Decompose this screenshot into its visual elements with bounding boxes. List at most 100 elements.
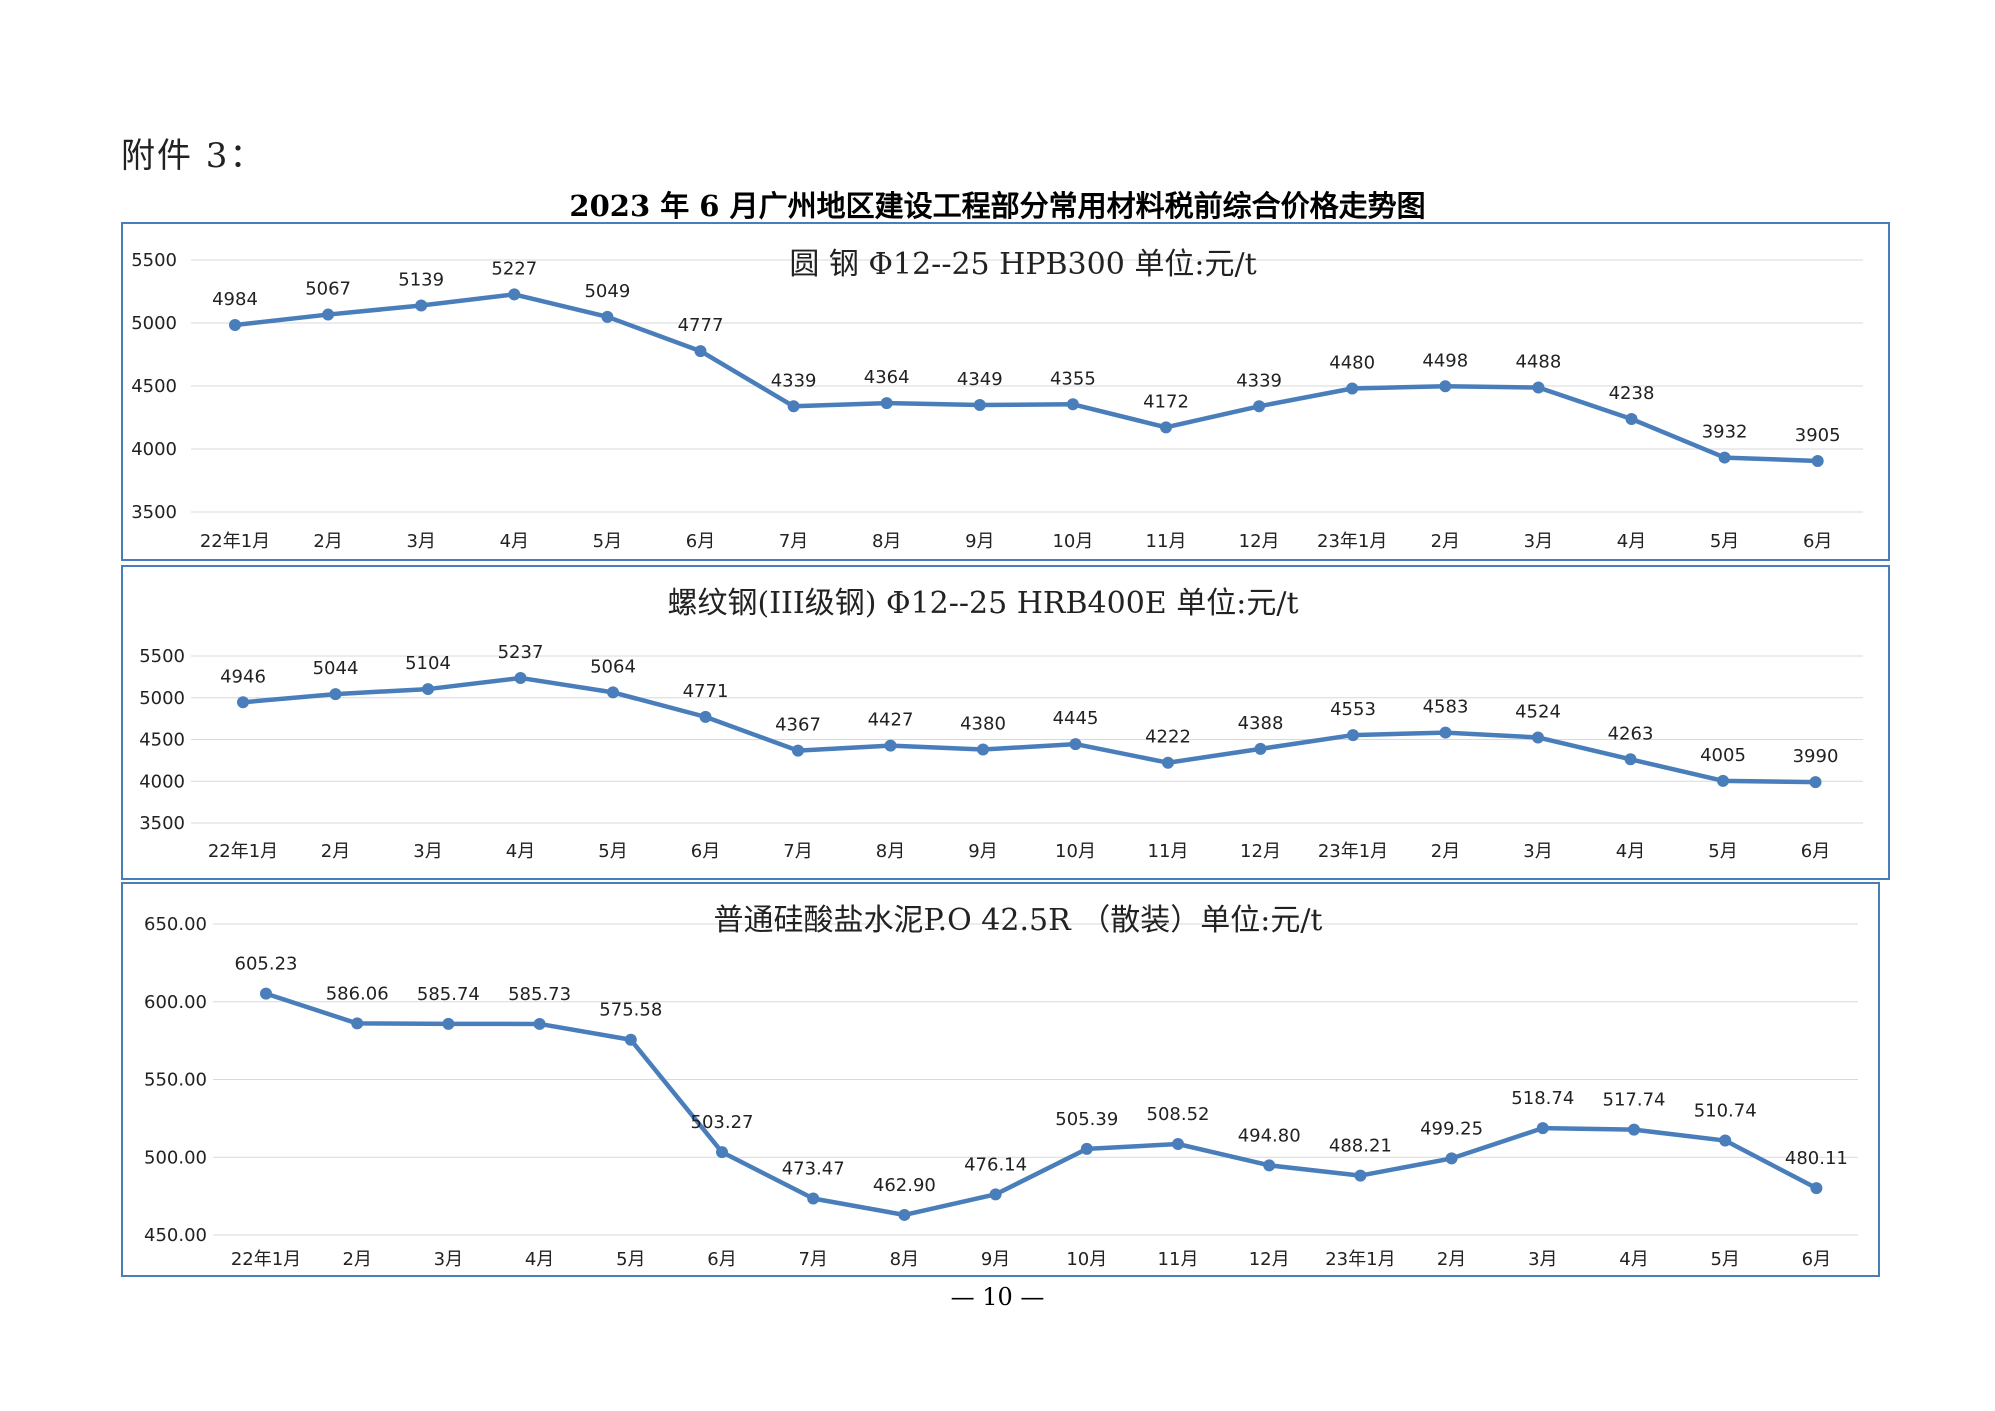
- data-point: [1628, 1123, 1640, 1136]
- y-tick-label: 4500: [139, 730, 185, 751]
- data-point: [322, 308, 335, 321]
- data-point: [1811, 454, 1824, 467]
- data-label: 4339: [771, 370, 817, 391]
- data-label: 505.39: [1055, 1109, 1118, 1130]
- x-tick-label: 5月: [1708, 841, 1737, 862]
- data-label: 4984: [212, 289, 258, 310]
- data-point: [1532, 731, 1544, 744]
- chart-title: 普通硅酸盐水泥P.O 42.5R （散装）单位:元/t: [714, 903, 1323, 938]
- data-label: 5049: [584, 281, 630, 302]
- y-tick-label: 650.00: [144, 914, 207, 935]
- x-tick-label: 3月: [406, 531, 435, 552]
- chart-title: 螺纹钢(III级钢) Φ12--25 HRB400E 单位:元/t: [667, 586, 1298, 621]
- data-label: 4380: [960, 714, 1006, 735]
- x-tick-label: 6月: [686, 531, 715, 552]
- y-tick-label: 600.00: [144, 992, 207, 1013]
- data-label: 4488: [1515, 352, 1561, 373]
- x-tick-label: 2月: [313, 531, 342, 552]
- data-point: [514, 671, 527, 684]
- data-point: [533, 1017, 546, 1030]
- data-point: [1172, 1138, 1184, 1151]
- x-tick-label: 6月: [1801, 841, 1830, 862]
- data-point: [260, 987, 272, 1000]
- x-tick-label: 11月: [1158, 1249, 1199, 1270]
- data-label: 5227: [491, 258, 537, 279]
- data-point: [415, 299, 428, 312]
- x-tick-label: 4月: [506, 841, 535, 862]
- data-label: 4583: [1423, 697, 1469, 718]
- x-tick-label: 6月: [1803, 531, 1832, 552]
- data-point: [1354, 1169, 1367, 1182]
- x-tick-label: 6月: [691, 841, 720, 862]
- data-point: [607, 686, 619, 699]
- data-point: [1536, 1122, 1549, 1135]
- data-label: 480.11: [1785, 1148, 1848, 1169]
- x-tick-label: 10月: [1055, 841, 1096, 862]
- data-point: [1253, 400, 1266, 413]
- data-point: [1346, 382, 1359, 395]
- data-label: 4777: [678, 315, 724, 336]
- data-label: 4349: [957, 369, 1003, 390]
- data-point: [1439, 726, 1452, 739]
- chart-rebar: 3500 4000 4500 5000 5500 螺纹钢(III级钢) Φ12--25 H…: [139, 586, 1863, 862]
- y-tick-label: 3500: [131, 502, 177, 523]
- data-point: [977, 743, 989, 756]
- data-label: 473.47: [782, 1159, 845, 1180]
- data-point: [699, 710, 712, 723]
- x-tick-label: 6月: [1802, 1249, 1831, 1270]
- data-label: 4339: [1236, 370, 1282, 391]
- data-point: [1263, 1159, 1276, 1172]
- series-line: [234, 292, 1818, 464]
- x-tick-label: 7月: [783, 841, 812, 862]
- data-point: [807, 1192, 820, 1205]
- x-tick-label: 4月: [1619, 1249, 1648, 1270]
- data-label: 4005: [1700, 745, 1746, 766]
- data-label: 4364: [864, 367, 910, 388]
- data-label: 3932: [1702, 422, 1748, 443]
- y-tick-label: 4000: [131, 439, 177, 460]
- data-point: [229, 319, 241, 332]
- data-label: 4480: [1329, 353, 1375, 374]
- x-tick-label: 23年1月: [1325, 1249, 1395, 1270]
- data-point: [1624, 753, 1637, 766]
- data-point: [792, 744, 804, 757]
- data-point: [1625, 413, 1638, 426]
- x-tick-label: 7月: [779, 531, 808, 552]
- y-tick-label: 5500: [131, 250, 177, 271]
- x-tick-label: 9月: [965, 531, 994, 552]
- data-point: [1717, 774, 1729, 787]
- data-label: 585.74: [417, 984, 480, 1005]
- data-label: 3905: [1795, 425, 1841, 446]
- data-label: 5237: [498, 642, 544, 663]
- series-line: [242, 675, 1816, 785]
- x-tick-label: 4月: [1617, 531, 1646, 552]
- attachment-label: 附件 3：: [121, 136, 266, 176]
- data-label: 5104: [405, 653, 451, 674]
- data-label: 510.74: [1694, 1101, 1757, 1122]
- x-tick-label: 2月: [1437, 1249, 1466, 1270]
- x-tick-label: 11月: [1148, 841, 1189, 862]
- data-point: [716, 1146, 728, 1159]
- chart-cement: 450.00 500.00 550.00 600.00 650.00 普通硅酸盐水泥P.O…: [144, 903, 1858, 1270]
- x-tick-label: 2月: [1431, 841, 1460, 862]
- x-tick-label: 8月: [890, 1249, 919, 1270]
- x-tick-label: 10月: [1052, 531, 1093, 552]
- x-tick-label: 12月: [1239, 531, 1280, 552]
- x-tick-label: 3月: [1528, 1249, 1557, 1270]
- x-tick-label: 4月: [500, 531, 529, 552]
- page-number: — 10 —: [950, 1283, 1045, 1311]
- x-tick-label: 3月: [1524, 531, 1553, 552]
- x-tick-label: 5月: [616, 1249, 645, 1270]
- data-label: 462.90: [873, 1175, 936, 1196]
- x-tick-label: 22年1月: [231, 1249, 301, 1270]
- data-point: [1069, 738, 1082, 751]
- data-point: [989, 1188, 1002, 1201]
- x-tick-label: 23年1月: [1317, 531, 1387, 552]
- x-tick-label: 12月: [1249, 1249, 1290, 1270]
- data-label: 4355: [1050, 368, 1096, 389]
- data-point: [624, 1033, 637, 1046]
- data-label: 3990: [1793, 746, 1839, 767]
- series-line: [265, 991, 1818, 1218]
- data-point: [1080, 1142, 1093, 1155]
- x-tick-label: 8月: [876, 841, 905, 862]
